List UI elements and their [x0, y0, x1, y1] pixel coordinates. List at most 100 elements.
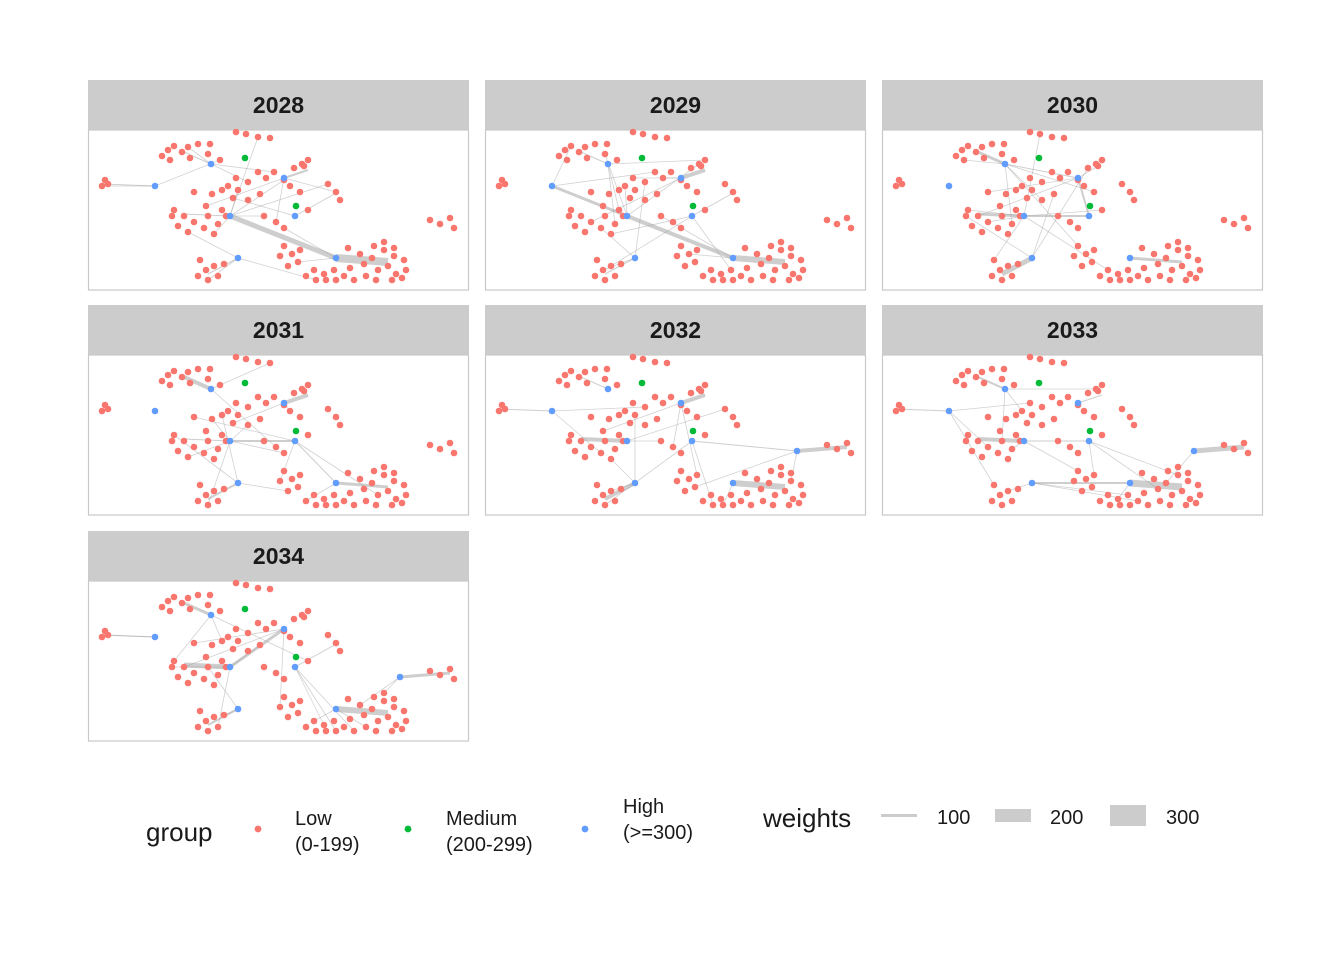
node-low [398, 274, 406, 282]
node-low [958, 146, 966, 154]
node-low [322, 727, 330, 735]
node-low [290, 615, 298, 623]
node-low [667, 393, 675, 401]
node-low [964, 142, 972, 150]
node-low [968, 222, 976, 230]
node-low [1164, 467, 1172, 475]
node-low [1134, 497, 1142, 505]
node-low [332, 276, 340, 284]
node-low [1010, 156, 1018, 164]
node-low [1174, 471, 1182, 479]
node-low [593, 256, 601, 264]
node-low [208, 415, 216, 423]
node-low [180, 437, 188, 445]
node-low [220, 260, 228, 268]
node-low [300, 162, 308, 170]
node-low [733, 421, 741, 429]
node-low [1074, 242, 1082, 250]
node-low [495, 182, 503, 190]
node-low [229, 194, 237, 202]
node-low [184, 368, 192, 376]
node-low [777, 463, 785, 471]
facet-panel-2031: 2031 [87, 305, 470, 516]
node-low [621, 407, 629, 415]
node-low [1028, 411, 1036, 419]
node-low [200, 224, 208, 232]
network-edge [283, 393, 309, 405]
node-low [310, 491, 318, 499]
node-high [1028, 254, 1036, 262]
node-low [998, 375, 1006, 383]
node-low [98, 182, 106, 190]
network-edge-thin [193, 628, 285, 644]
node-low [1008, 220, 1016, 228]
node-low [346, 489, 354, 497]
legend: group Low (0-199) Medium (200-299) High … [146, 796, 1199, 856]
node-low [170, 142, 178, 150]
node-low [1118, 180, 1126, 188]
network-edge [680, 168, 706, 180]
node-low [561, 146, 569, 154]
node-low [1182, 276, 1190, 284]
node-low [1004, 455, 1012, 463]
node-low [1116, 501, 1124, 509]
node-high [1126, 254, 1134, 262]
node-low [972, 148, 980, 156]
node-low [601, 501, 609, 509]
node-low [972, 373, 980, 381]
node-low [320, 495, 328, 503]
node-low [741, 469, 749, 477]
node-low [294, 709, 302, 717]
facet-plot-area [484, 354, 867, 516]
node-low [653, 190, 661, 198]
node-low [1026, 128, 1034, 136]
node-low [601, 212, 609, 220]
node-low [232, 128, 240, 136]
node-low [501, 405, 509, 413]
node-low [577, 212, 585, 220]
network-edge-thin [948, 402, 1031, 412]
node-low [288, 475, 296, 483]
node-low [615, 411, 623, 419]
node-low [1124, 491, 1132, 499]
node-low [270, 168, 278, 176]
network-edge-thin [1117, 482, 1131, 500]
panels-layer: 2028 2029 2030 2031 2032 2033 2034 [87, 80, 1264, 742]
node-low [1184, 252, 1192, 260]
node-low [1126, 501, 1134, 509]
node-medium [1086, 427, 1094, 435]
legend-weight-300-label: 300 [1166, 807, 1199, 829]
legend-low-label: Low [295, 808, 332, 830]
legend-weight-300-key [1110, 805, 1146, 826]
node-low [388, 501, 396, 509]
node-low [426, 441, 434, 449]
node-low [978, 228, 986, 236]
node-low [787, 469, 795, 477]
node-low [380, 463, 388, 471]
node-low [1048, 168, 1056, 176]
facet-panel-2028: 2028 [87, 80, 470, 291]
node-low [994, 224, 1002, 232]
node-low [232, 174, 240, 182]
node-low [330, 717, 338, 725]
network-edge-thin [211, 418, 231, 442]
node-low [693, 471, 701, 479]
node-low [709, 276, 717, 284]
node-low [998, 501, 1006, 509]
network-graph [892, 353, 1252, 509]
node-low [164, 597, 172, 605]
node-low [1064, 393, 1072, 401]
node-low [996, 266, 1004, 274]
network-edge-thin [297, 257, 337, 263]
node-low [737, 497, 745, 505]
node-low [683, 182, 691, 190]
network-edge-thin [210, 163, 275, 173]
node-low [1134, 272, 1142, 280]
node-low [669, 218, 677, 226]
node-low [210, 713, 218, 721]
node-high [1126, 479, 1134, 487]
node-low [898, 405, 906, 413]
network-edge [183, 151, 212, 165]
node-low [699, 272, 707, 280]
node-low [563, 381, 571, 389]
